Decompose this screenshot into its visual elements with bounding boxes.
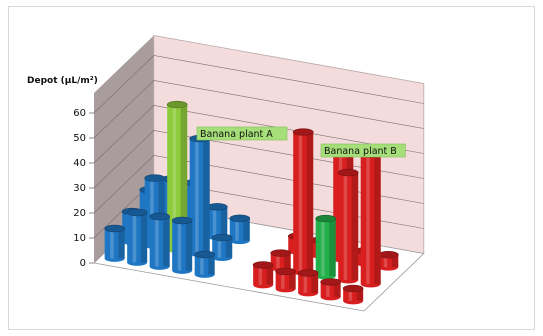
y-tick-label: 40: [73, 158, 86, 169]
callout-box: [196, 126, 288, 141]
bar-shadow: [180, 104, 188, 250]
bar-highlight: [132, 212, 137, 263]
bar-top: [270, 249, 292, 257]
y-tick-label: 0: [80, 258, 86, 269]
bar-shadow: [140, 212, 148, 263]
y-tick-label: 10: [73, 233, 86, 244]
bar-top: [342, 284, 364, 293]
bar-highlight: [366, 154, 370, 285]
y-tick-label: 50: [73, 133, 86, 144]
bar-shadow: [225, 237, 233, 258]
bar-shadow: [289, 271, 296, 289]
bar-top: [171, 216, 193, 225]
bar-highlight: [276, 253, 280, 269]
bar-shadow: [118, 228, 125, 259]
bar-top: [126, 208, 148, 217]
bar-shadow: [356, 288, 364, 301]
chart-callouts: Banana plant A Banana plant B: [196, 126, 406, 158]
bar-top: [194, 250, 215, 259]
bar-shadow: [243, 218, 250, 241]
bar-shadow: [329, 218, 336, 277]
gridline: [93, 55, 424, 114]
bar-shadow: [334, 281, 341, 297]
bar-top: [292, 128, 314, 136]
left-wall: [94, 35, 154, 263]
bar-highlight: [235, 218, 239, 241]
bar-highlight: [303, 272, 308, 293]
gridline: [93, 80, 424, 139]
chart-bars: [104, 100, 399, 305]
callout-label: Banana plant B: [324, 146, 397, 157]
callout-box: [320, 143, 406, 158]
bar-highlight: [258, 264, 263, 285]
bar-top: [297, 269, 319, 277]
y-tick-label: 20: [73, 208, 86, 219]
bar-highlight: [155, 216, 159, 267]
bar-top: [166, 100, 188, 109]
bar-shadow: [391, 254, 399, 268]
bar-highlight: [343, 172, 348, 281]
callout-label: Banana plant A: [200, 129, 273, 140]
y-tick-label: 30: [73, 183, 86, 194]
bar-highlight: [212, 206, 217, 237]
bar-top: [229, 214, 251, 223]
bar-top: [144, 174, 165, 182]
bar-highlight: [177, 220, 182, 271]
bar-top: [275, 267, 296, 276]
bar-shadow: [208, 254, 215, 275]
chart-svg: 0 10 20 30 40 50 60 Depot (µL/m²) Banana plant…: [27, 35, 425, 312]
bar-shadow: [185, 220, 193, 271]
y-axis-ticks: 0 10 20 30 40 50 60: [73, 108, 94, 269]
bar-shadow: [163, 216, 170, 267]
bar-top: [149, 212, 170, 221]
bar-shadow: [220, 206, 228, 237]
bar-top: [252, 261, 274, 269]
bar-top: [315, 214, 337, 223]
bar-shadow: [306, 132, 314, 273]
bar-shadow: [203, 138, 210, 254]
y-axis-label: Depot (µL/m²): [27, 76, 98, 86]
bar-highlight: [298, 132, 303, 273]
bar-highlight: [383, 254, 388, 268]
bar-top: [207, 203, 228, 211]
bar-highlight: [195, 138, 199, 254]
bar-shadow: [351, 172, 359, 281]
bar-top: [211, 233, 233, 242]
bar-highlight: [200, 254, 204, 275]
bar-top: [320, 278, 341, 286]
bar-shadow: [284, 253, 291, 269]
bar-highlight: [217, 237, 222, 258]
bar-highlight: [326, 281, 330, 297]
bar-top: [377, 251, 399, 259]
bar-shadow: [374, 154, 381, 285]
bar-highlight: [172, 104, 177, 250]
bar-highlight: [281, 271, 285, 289]
y-tick-label: 60: [73, 108, 86, 119]
chart-frame: 0 10 20 30 40 50 60 Depot (µL/m²) Banana plant…: [8, 6, 535, 330]
bar-highlight: [348, 288, 353, 301]
gridline: [93, 105, 424, 164]
bar-highlight: [321, 218, 325, 277]
bar-top: [104, 224, 125, 233]
bar-highlight: [150, 178, 154, 246]
bar-highlight: [110, 228, 114, 259]
bar-shadow: [158, 178, 165, 246]
bar-top: [337, 168, 359, 177]
bar-shadow: [311, 272, 319, 293]
bar-shadow: [266, 264, 274, 285]
